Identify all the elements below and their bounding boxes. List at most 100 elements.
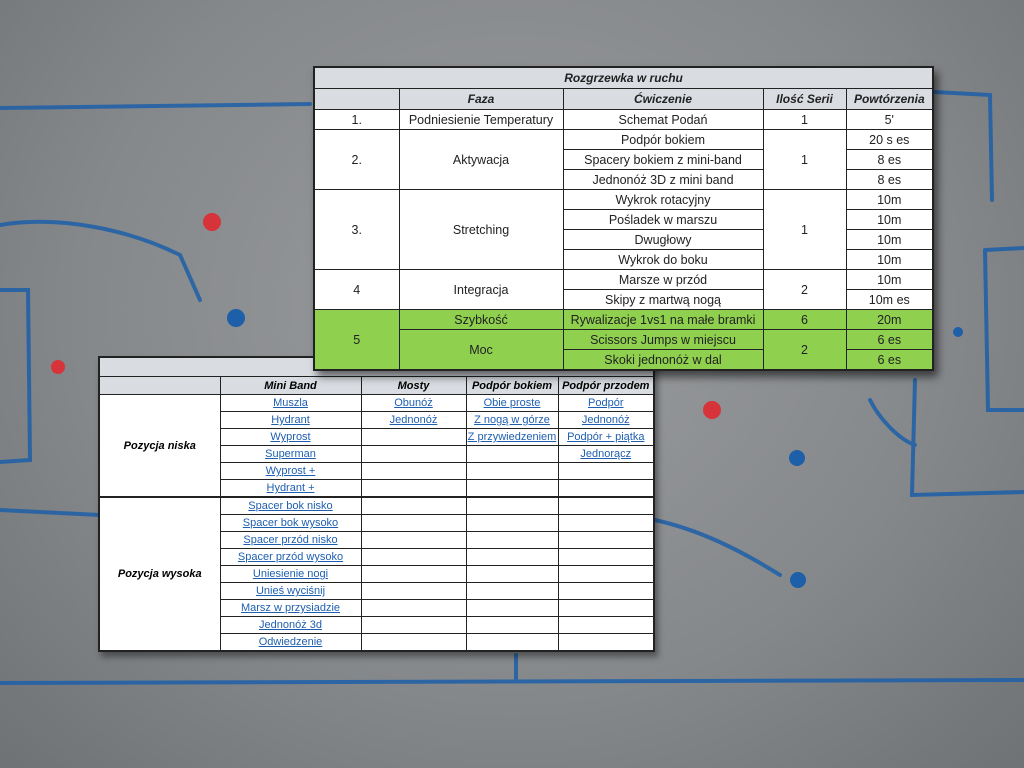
exercise-link[interactable]: Podpór + piątka [567, 431, 645, 443]
header-podpor-bokiem: Podpór bokiem [465, 376, 559, 395]
table-row: Wyprost + [99, 462, 655, 480]
repetitions: 8 es [845, 149, 934, 170]
exercise-link[interactable]: Wyprost [270, 431, 311, 443]
exercise-link[interactable]: Hydrant [271, 414, 310, 426]
red-marker [51, 360, 65, 374]
table-row: Pozycja wysoka Spacer bok nisko [98, 496, 655, 652]
column-headers: Mini Band Mosty Podpór bokiem Podpór prz… [98, 376, 655, 395]
header-number [313, 88, 400, 110]
table-row: Odwiedzenie [99, 633, 655, 652]
exercise-link[interactable]: Muszla [273, 397, 308, 409]
exercise-link[interactable]: Odwiedzenie [258, 636, 323, 648]
exercise-cell: Spacer bok wysoko [219, 514, 362, 532]
exercise-name: Schemat Podań [562, 109, 764, 130]
table-row: Skoki jednonóż w dal 6 es [314, 349, 934, 371]
exercise-link[interactable]: Marsz w przysiadzie [240, 602, 341, 614]
section-label: Pozycja niska [98, 394, 221, 498]
exercise-cell: Wyprost + [219, 462, 362, 480]
exercise-cell: Podpór [557, 394, 655, 412]
exercise-link[interactable]: Hydrant + [266, 482, 315, 494]
header-ilosc-serii: Ilość Serii [762, 88, 847, 110]
exercise-cell: Hydrant + [219, 479, 362, 498]
column-headers: Faza Ćwiczenie Ilość Serii Powtórzenia [313, 88, 934, 110]
exercise-link[interactable]: Spacer bok nisko [248, 500, 333, 512]
left-goal [0, 288, 33, 464]
phase-name: Podniesienie Temperatury [398, 109, 564, 130]
exercise-link[interactable]: Z nogą w górze [474, 414, 550, 426]
exercise-name: Jednonóż 3D z mini band [562, 169, 764, 190]
blue-marker [789, 450, 805, 466]
exercise-cell [557, 514, 655, 532]
repetitions: 5' [845, 109, 934, 130]
exercise-cell [465, 496, 559, 515]
exercise-name: Rywalizacje 1vs1 na małe bramki [562, 309, 764, 330]
exercise-link[interactable]: Superman [265, 448, 316, 460]
repetitions: 20 s es [845, 129, 934, 150]
table-row: Dwugłowy 10m [314, 229, 934, 250]
exercise-link[interactable]: Jednonóż [581, 414, 630, 426]
exercise-link[interactable]: Spacer przód wysoko [237, 551, 344, 563]
table-row: 4 Integracja Marsze w przód 2 10m [313, 269, 934, 310]
exercise-link[interactable]: Uniesienie nogi [252, 568, 329, 580]
table-row: Hydrant + [99, 479, 655, 498]
exercise-cell: Odwiedzenie [219, 633, 362, 652]
exercise-name: Dwugłowy [562, 229, 764, 250]
repetitions: 10m [845, 209, 934, 230]
exercise-name: Skipy z martwą nogą [562, 289, 764, 310]
exercise-cell [360, 514, 467, 532]
exercise-cell [557, 599, 655, 617]
exercise-cell [557, 548, 655, 566]
exercise-cell: Obunóż [360, 394, 467, 412]
table-row: 5 Szybkość Rywalizacje 1vs1 na małe bramki… [313, 309, 934, 371]
exercise-cell: Jednonóż 3d [219, 616, 362, 634]
repetitions: 10m [845, 269, 934, 290]
exercise-cell [360, 462, 467, 480]
table-row: Wykrok do boku 10m [314, 249, 934, 270]
repetitions: 6 es [845, 329, 934, 350]
exercise-link[interactable]: Jednorącz [580, 448, 632, 460]
exercise-link[interactable]: Jednonóż 3d [259, 619, 322, 631]
phase-name: Stretching [398, 189, 564, 270]
exercise-cell: Z nogą w górze [465, 411, 559, 429]
exercise-cell: Spacer przód wysoko [219, 548, 362, 566]
exercise-cell: Wyprost [219, 428, 362, 446]
exercise-link[interactable]: Obunóż [394, 397, 433, 409]
series-count: 2 [762, 329, 847, 371]
exercise-cell: Unieś wyciśnij [219, 582, 362, 600]
repetitions: 10m [845, 249, 934, 270]
exercise-cell [465, 565, 559, 583]
exercise-cell [557, 616, 655, 634]
exercise-cell [465, 599, 559, 617]
exercise-cell: Superman [219, 445, 362, 463]
repetitions: 20m [845, 309, 934, 330]
table-row: Jednonóż 3d [99, 616, 655, 634]
table-row: 2. Aktywacja Podpór bokiem 1 20 s es [313, 129, 934, 190]
exercise-link[interactable]: Jednonóż [389, 414, 438, 426]
series-count: 1 [762, 109, 847, 130]
exercise-cell [557, 565, 655, 583]
exercise-link[interactable]: Obie proste [483, 397, 541, 409]
blue-marker [953, 327, 963, 337]
warmup-table: Rozgrzewka w ruchu Faza Ćwiczenie Ilość … [313, 66, 935, 371]
section-label: Pozycja wysoka [98, 496, 221, 652]
exercise-link[interactable]: Unieś wyciśnij [255, 585, 326, 597]
exercise-cell [360, 479, 467, 498]
phase-name: Szybkość [398, 309, 564, 330]
exercise-link[interactable]: Z przywiedzeniem [467, 431, 557, 443]
exercise-cell [360, 633, 467, 652]
header-podpor-przodem: Podpór przodem [557, 376, 655, 395]
pitch-line-top [0, 102, 312, 110]
table-row: Jednonóż 3D z mini band 8 es [314, 169, 934, 190]
table-row: Skipy z martwą nogą 10m es [314, 289, 934, 310]
exercise-name: Pośladek w marszu [562, 209, 764, 230]
exercise-link[interactable]: Wyprost + [265, 465, 316, 477]
exercise-link[interactable]: Spacer przód nisko [243, 534, 338, 546]
exercise-name: Wykrok do boku [562, 249, 764, 270]
exercise-link[interactable]: Spacer bok wysoko [242, 517, 339, 529]
exercise-name: Podpór bokiem [562, 129, 764, 150]
group-number: 4 [313, 269, 400, 310]
exercise-link[interactable]: Podpór [588, 397, 624, 409]
group-number: 1. [313, 109, 400, 130]
repetitions: 10m [845, 189, 934, 210]
